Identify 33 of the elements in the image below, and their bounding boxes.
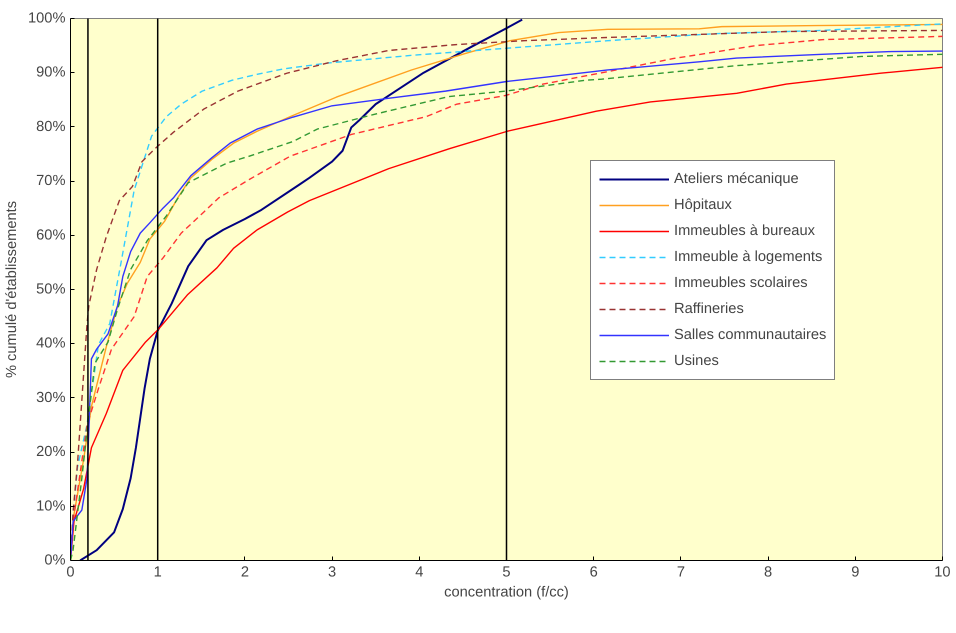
- y-tick-label: 40%: [36, 336, 66, 352]
- legend-label: Immeubles à bureaux: [674, 223, 815, 239]
- x-tick-label: 3: [328, 564, 336, 580]
- x-axis-title: concentration (f/cc): [444, 584, 569, 600]
- x-tick-label: 4: [415, 564, 424, 580]
- legend-label: Immeubles scolaires: [674, 275, 808, 291]
- x-tick-label: 9: [851, 564, 860, 580]
- y-axis-title: % cumulé d'établissements: [4, 200, 20, 378]
- y-tick-label: 10%: [36, 498, 66, 514]
- x-tick-label: 10: [934, 564, 951, 580]
- x-tick-label: 0: [66, 564, 75, 580]
- y-tick-label: 100%: [28, 10, 66, 26]
- y-tick-label: 20%: [36, 444, 66, 460]
- y-tick-label: 90%: [36, 64, 66, 81]
- legend-label: Usines: [674, 353, 719, 369]
- legend-label: Immeuble à logements: [674, 249, 822, 265]
- x-tick-label: 7: [676, 564, 685, 580]
- y-tick-label: 0%: [44, 552, 66, 568]
- y-tick-label: 70%: [36, 173, 66, 190]
- line-series: [79, 18, 524, 560]
- legend-label: Ateliers mécanique: [674, 171, 799, 187]
- x-tick-label: 6: [590, 564, 598, 580]
- y-tick-label: 30%: [36, 390, 66, 406]
- y-tick-label: 80%: [36, 118, 66, 135]
- legend-label: Salles communautaires: [674, 327, 826, 343]
- x-tick-label: 1: [154, 564, 162, 580]
- legend-label: Raffineries: [674, 301, 744, 317]
- legend-label: Hôpitaux: [674, 197, 732, 213]
- x-tick-label: 2: [240, 564, 249, 580]
- y-tick-label: 60%: [36, 227, 66, 244]
- y-tick-label: 50%: [36, 282, 66, 298]
- x-tick-label: 8: [764, 564, 772, 580]
- x-tick-label: 5: [502, 564, 511, 580]
